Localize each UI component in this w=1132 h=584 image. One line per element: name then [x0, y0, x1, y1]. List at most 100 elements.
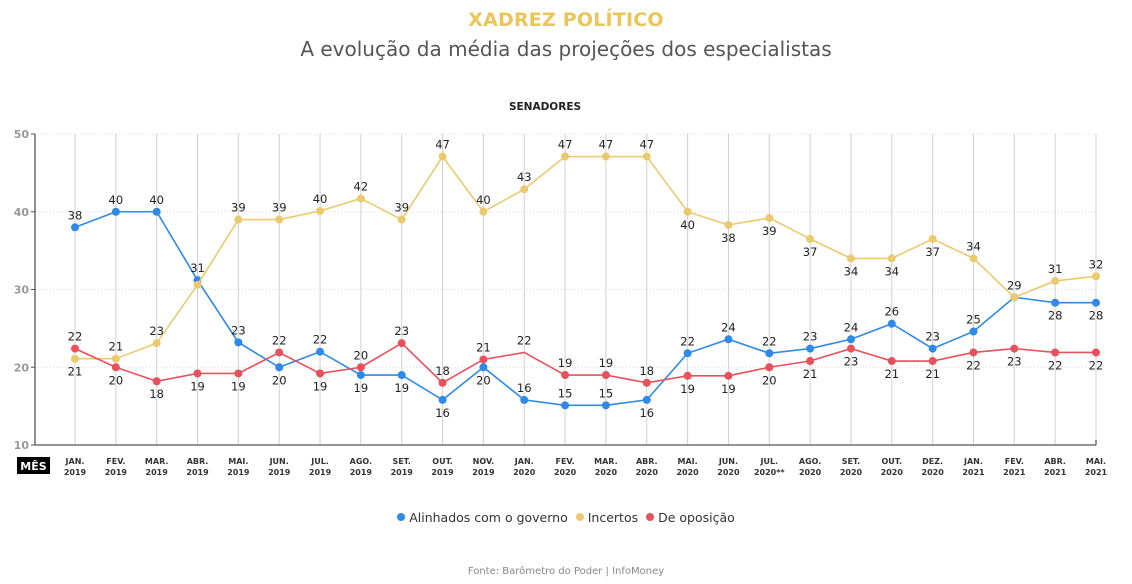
- data-label-uncertain: 32: [1089, 257, 1104, 271]
- x-tick-label: 2020: [799, 468, 822, 477]
- x-axis-label-badge: MÊS: [17, 457, 50, 474]
- data-label-uncertain: 21: [68, 365, 83, 379]
- x-tick-label: MAI.: [228, 457, 248, 466]
- x-tick-label: JUL.: [310, 457, 329, 466]
- data-point-aligned: [71, 223, 79, 232]
- y-tick-label: 50: [14, 128, 30, 141]
- x-tick-label: JUN.: [718, 457, 738, 466]
- chart-title: XADREZ POLÍTICO: [468, 9, 664, 31]
- data-label-aligned: 24: [721, 320, 736, 334]
- x-tick-label: 2020: [513, 468, 536, 477]
- data-label-uncertain: 37: [925, 245, 940, 259]
- data-point-opposition: [234, 369, 243, 378]
- data-point-opposition: [683, 371, 692, 380]
- data-point-aligned: [928, 344, 937, 353]
- data-label-opposition: 18: [639, 364, 654, 378]
- data-label-aligned: 16: [435, 406, 450, 420]
- data-point-uncertain: [928, 234, 937, 243]
- data-label-opposition: 23: [1007, 355, 1022, 369]
- data-point-opposition: [601, 371, 610, 380]
- data-label-aligned: 40: [149, 193, 164, 207]
- x-tick-label: 2020**: [754, 468, 785, 477]
- data-label-aligned: 24: [844, 320, 859, 334]
- x-tick-label: FEV.: [106, 457, 125, 466]
- legend-item-uncertain[interactable]: Incertos: [575, 510, 639, 525]
- data-label-uncertain: 29: [1007, 278, 1022, 292]
- x-tick-label: JUN.: [269, 457, 289, 466]
- data-label-opposition: 20: [354, 348, 369, 362]
- data-label-opposition: 20: [762, 373, 777, 387]
- data-point-aligned: [683, 349, 692, 358]
- data-label-aligned: 23: [803, 330, 818, 344]
- data-point-aligned: [316, 347, 325, 356]
- data-point-uncertain: [152, 339, 161, 348]
- data-label-opposition: 21: [803, 367, 818, 381]
- data-point-opposition: [152, 377, 161, 386]
- legend-item-aligned[interactable]: Alinhados com o governo: [397, 510, 568, 525]
- legend-dot-icon: [646, 513, 655, 521]
- data-point-aligned: [1051, 298, 1060, 307]
- x-tick-label: 2019: [64, 468, 87, 477]
- data-point-aligned: [561, 401, 570, 410]
- x-tick-label: ABR.: [187, 457, 209, 466]
- data-point-aligned: [887, 319, 896, 328]
- data-point-opposition: [846, 344, 855, 353]
- data-point-opposition: [275, 348, 284, 357]
- data-label-uncertain: 47: [558, 138, 573, 152]
- data-label-opposition: 21: [925, 367, 940, 381]
- x-tick-label: JAN.: [514, 457, 534, 466]
- x-tick-label: AGO.: [350, 457, 372, 466]
- x-tick-label: 2020: [636, 468, 659, 477]
- data-label-aligned: 23: [925, 330, 940, 344]
- data-label-uncertain: 39: [394, 201, 409, 215]
- x-tick-label: OUT.: [882, 457, 903, 466]
- x-tick-label: MAI.: [1086, 457, 1106, 466]
- data-point-uncertain: [846, 254, 855, 263]
- x-tick-label: 2021: [1044, 468, 1067, 477]
- data-point-uncertain: [601, 152, 610, 161]
- source-note: Fonte: Barômetro do Poder | InfoMoney: [467, 566, 665, 577]
- data-point-opposition: [397, 339, 406, 348]
- data-label-uncertain: 47: [599, 138, 614, 152]
- data-point-uncertain: [397, 215, 406, 224]
- x-tick-label: 2021: [962, 468, 985, 477]
- x-tick-label: 2020: [554, 468, 577, 477]
- data-label-opposition: 19: [558, 356, 573, 370]
- data-point-uncertain: [1092, 272, 1100, 281]
- data-point-opposition: [71, 344, 79, 353]
- data-point-opposition: [887, 357, 896, 366]
- x-tick-label: 2020: [922, 468, 945, 477]
- data-label-uncertain: 40: [680, 218, 695, 232]
- data-label-opposition: 23: [844, 355, 859, 369]
- y-tick-label: 30: [14, 284, 30, 297]
- x-tick-label: FEV.: [556, 457, 575, 466]
- data-label-uncertain: 23: [149, 324, 164, 338]
- data-label-opposition: 19: [190, 379, 205, 393]
- axes: 10 20 30 40 50: [14, 128, 1097, 452]
- data-label-uncertain: 47: [435, 138, 450, 152]
- x-tick-label: OUT.: [432, 457, 453, 466]
- data-label-opposition: 21: [476, 340, 491, 354]
- data-label-opposition: 23: [394, 324, 409, 338]
- legend-label: Alinhados com o governo: [409, 510, 568, 525]
- data-point-uncertain: [479, 207, 488, 216]
- data-label-aligned: 23: [231, 323, 246, 337]
- legend-item-opposition[interactable]: De oposição: [646, 510, 735, 525]
- data-label-opposition: 21: [884, 367, 899, 381]
- data-label-opposition: 19: [680, 382, 695, 396]
- series-line-uncertain: [75, 155, 1097, 360]
- data-point-uncertain: [1051, 276, 1060, 285]
- x-tick-labels: JAN. 2019 FEV. 2019 MAR. 2019 ABR. 2019 MAI. 2019…: [64, 457, 1108, 477]
- data-point-opposition: [1051, 348, 1060, 357]
- data-point-aligned: [969, 327, 978, 336]
- data-label-aligned: 26: [884, 305, 899, 319]
- data-label-uncertain: 34: [966, 239, 981, 253]
- x-tick-label: 2020: [881, 468, 904, 477]
- data-label-aligned: 28: [1048, 309, 1063, 323]
- x-tick-label: 2019: [227, 468, 250, 477]
- data-point-uncertain: [275, 215, 284, 224]
- x-tick-label: 2020: [676, 468, 699, 477]
- legend-label: Incertos: [587, 510, 639, 525]
- x-tick-label: MAI.: [678, 457, 698, 466]
- chart-subtitle: A evolução da média das projeções dos es…: [300, 37, 832, 61]
